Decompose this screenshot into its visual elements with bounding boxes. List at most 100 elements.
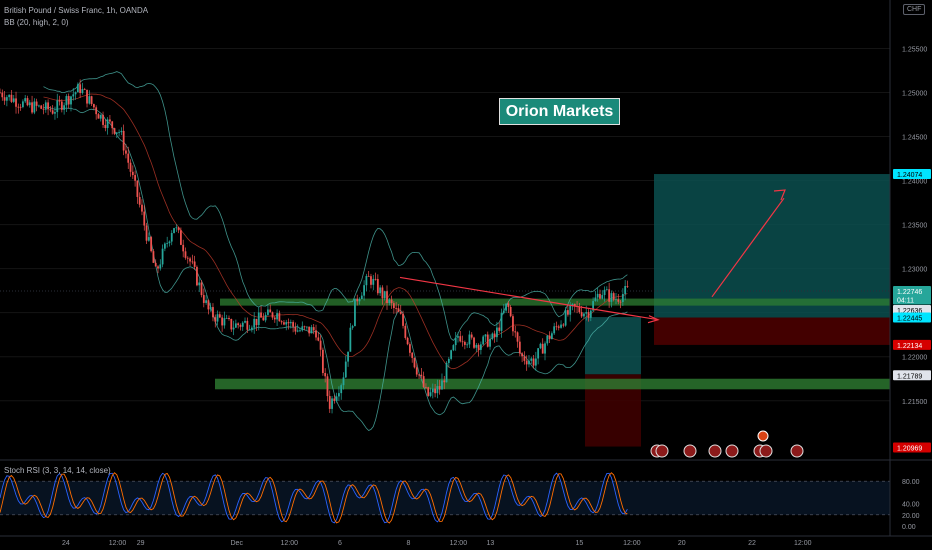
candle-body	[399, 311, 402, 314]
candle-body	[608, 289, 611, 302]
candle-body	[262, 317, 265, 321]
candle-body	[512, 316, 514, 332]
candle-body	[102, 114, 104, 125]
candle-body	[54, 112, 56, 114]
currency-badge[interactable]: CHF	[903, 4, 926, 15]
candle-body	[157, 266, 159, 269]
candle-body	[65, 96, 68, 106]
candle-body	[431, 388, 434, 393]
candle-body	[35, 101, 38, 106]
candle-body	[58, 100, 61, 102]
candle-body	[386, 291, 388, 303]
candle-body	[113, 128, 116, 134]
candle-body	[434, 388, 436, 394]
economic-event-icon	[759, 444, 773, 458]
candle-body	[310, 327, 313, 334]
candle-body	[466, 344, 469, 346]
candle-body	[283, 322, 285, 325]
candle-body	[76, 84, 79, 93]
symbol-legend[interactable]: British Pound / Swiss Franc, 1h, OANDA	[4, 6, 149, 15]
candle-body	[248, 329, 251, 331]
candle-body	[198, 282, 201, 286]
candle-body	[413, 357, 416, 368]
candle-body	[177, 227, 180, 231]
candle-body	[358, 299, 361, 302]
price-label-text: 1.20969	[897, 446, 922, 453]
candle-body	[250, 327, 253, 330]
candle-body	[557, 326, 560, 328]
candle-body	[363, 285, 366, 296]
price-tick-label: 1.23000	[902, 267, 927, 274]
candle-body	[47, 102, 49, 110]
candle-body	[207, 300, 210, 310]
candle-body	[138, 196, 141, 205]
candle-body	[115, 132, 118, 134]
candle-body	[564, 310, 567, 326]
candle-body	[145, 225, 148, 241]
candle-body	[120, 130, 123, 133]
price-label-tag	[893, 286, 931, 297]
candle-body	[312, 327, 315, 331]
candle-body	[255, 318, 258, 326]
candle-body	[491, 333, 494, 339]
bollinger-bands	[43, 71, 628, 431]
candle-body	[200, 282, 203, 296]
candle-body	[202, 295, 205, 303]
candle-body	[42, 108, 45, 110]
candle-body	[356, 298, 359, 302]
candle-body	[17, 106, 20, 108]
candle-body	[395, 308, 398, 309]
candle-body	[532, 358, 535, 366]
candle-body	[548, 335, 551, 340]
candle-body	[154, 262, 157, 267]
candle-body	[573, 303, 576, 307]
candle-body	[260, 312, 262, 318]
candle-body	[420, 374, 423, 377]
candle-body	[19, 106, 22, 108]
candle-body	[546, 335, 549, 344]
candle-body	[86, 89, 88, 104]
candle-body	[147, 237, 150, 241]
candle-body	[509, 306, 512, 317]
candle-body	[516, 332, 519, 342]
candle-body	[539, 343, 542, 349]
candle-body	[409, 344, 411, 353]
candle-body	[427, 387, 430, 396]
candle-body	[502, 310, 505, 314]
stoch-tick-label: 20.00	[902, 513, 920, 520]
candle-body	[392, 303, 395, 309]
candle-body	[317, 337, 320, 341]
price-label-text: 1.22746	[897, 289, 922, 296]
price-label-text: 1.22134	[897, 343, 922, 350]
candle-body	[214, 317, 217, 322]
candle-body	[244, 320, 246, 323]
candle-body	[612, 293, 615, 300]
candle-body	[168, 241, 171, 244]
candle-body	[241, 322, 244, 327]
candle-body	[24, 98, 27, 102]
candle-body	[319, 340, 322, 350]
stoch-rsi-legend[interactable]: Stoch RSI (3, 3, 14, 14, close)	[4, 466, 111, 475]
candle-body	[299, 330, 301, 332]
candle-body	[621, 293, 624, 302]
candle-body	[328, 396, 331, 409]
candle-body	[567, 310, 569, 315]
economic-event-icon	[725, 444, 739, 458]
candle-body	[232, 327, 235, 330]
candle-body	[315, 330, 317, 338]
candle-body	[482, 336, 485, 345]
price-tick-label: 1.24500	[902, 135, 927, 142]
candle-body	[141, 204, 143, 212]
candle-body	[161, 248, 164, 265]
candle-body	[189, 258, 191, 262]
candle-body	[507, 303, 510, 307]
candle-body	[381, 287, 384, 299]
bb-indicator-legend[interactable]: BB (20, high, 2, 0)	[4, 18, 69, 27]
candle-body	[191, 261, 194, 263]
candle-body	[360, 295, 363, 300]
economic-event-icon	[708, 444, 722, 458]
candle-body	[186, 257, 189, 259]
